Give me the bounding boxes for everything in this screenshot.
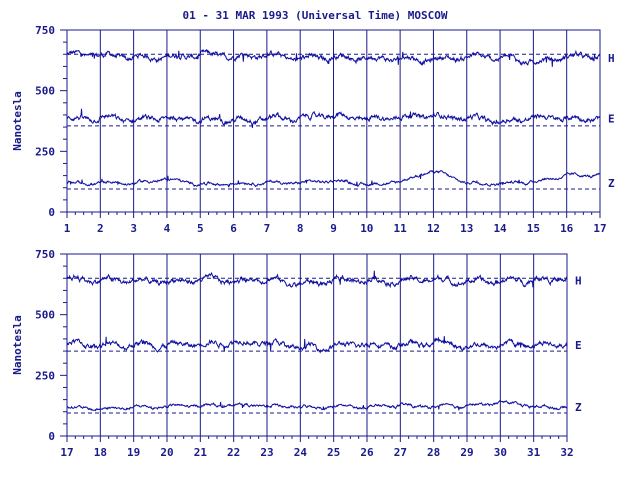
x-tick-label: 19: [127, 446, 140, 459]
series-trace-Z: [66, 399, 568, 412]
chart-panel-1: 1 2 3 4 5 6 7 8 9 10 11 12 13 14 15 16 170250500750Nanot…: [11, 24, 615, 235]
y-tick-label: 750: [35, 248, 55, 261]
series-label-Z: Z: [575, 401, 582, 414]
x-tick-label: 26: [360, 446, 374, 459]
x-tick-label: 4: [164, 222, 171, 235]
series-trace-H: [66, 270, 568, 289]
x-tick-label: 31: [527, 446, 541, 459]
x-tick-label: 12: [427, 222, 440, 235]
x-tick-label: 14: [493, 222, 507, 235]
x-tick-label: 32: [560, 446, 573, 459]
series-trace-H: [66, 48, 601, 67]
series-label-H: H: [575, 275, 582, 288]
x-tick-label: 16: [560, 222, 574, 235]
y-tick-label: 500: [35, 309, 55, 322]
series-trace-Z: [66, 170, 601, 188]
y-axis-label: Nanotesla: [11, 91, 24, 151]
y-axis-label: Nanotesla: [11, 315, 24, 375]
series-label-E: E: [608, 113, 615, 126]
x-tick-label: 18: [94, 446, 107, 459]
x-tick-label: 24: [294, 446, 308, 459]
x-tick-label: 17: [593, 222, 606, 235]
chart-title: 01 - 31 MAR 1993 (Universal Time) MOSCOW: [183, 9, 448, 22]
x-tick-label: 27: [394, 446, 407, 459]
series-trace-E: [66, 336, 568, 354]
x-tick-label: 15: [527, 222, 540, 235]
x-tick-label: 29: [460, 446, 473, 459]
x-tick-label: 30: [494, 446, 507, 459]
x-tick-label: 9: [330, 222, 337, 235]
x-tick-label: 11: [394, 222, 408, 235]
x-tick-label: 25: [327, 446, 340, 459]
series-label-E: E: [575, 339, 582, 352]
x-tick-label: 13: [460, 222, 473, 235]
x-tick-label: 8: [297, 222, 304, 235]
x-tick-label: 10: [360, 222, 373, 235]
x-tick-label: 17: [60, 446, 73, 459]
x-tick-label: 28: [427, 446, 440, 459]
y-tick-label: 500: [35, 85, 55, 98]
y-tick-label: 250: [35, 145, 55, 158]
series-trace-E: [66, 108, 601, 129]
y-tick-label: 0: [48, 430, 55, 443]
x-tick-label: 21: [194, 446, 208, 459]
y-tick-label: 750: [35, 24, 55, 37]
x-tick-label: 22: [227, 446, 240, 459]
x-tick-label: 3: [130, 222, 137, 235]
series-label-Z: Z: [608, 177, 615, 190]
x-tick-label: 7: [264, 222, 271, 235]
x-tick-label: 6: [230, 222, 237, 235]
x-tick-label: 2: [97, 222, 104, 235]
y-tick-label: 250: [35, 369, 55, 382]
chart-panel-2: 17 18 19 20 21 22 23 24 25 26 27 28 29 30 31 32 0 250 500 7…: [11, 248, 582, 459]
x-tick-label: 20: [160, 446, 173, 459]
y-tick-label: 0: [48, 206, 55, 219]
x-tick-label: 5: [197, 222, 204, 235]
series-label-H: H: [608, 52, 615, 65]
x-tick-label: 1: [64, 222, 71, 235]
x-tick-label: 23: [260, 446, 273, 459]
